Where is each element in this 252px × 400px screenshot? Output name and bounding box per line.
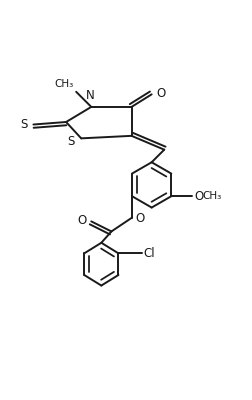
Text: CH₃: CH₃	[201, 191, 220, 201]
Text: CH₃: CH₃	[54, 79, 73, 89]
Text: Cl: Cl	[143, 247, 155, 260]
Text: O: O	[77, 214, 86, 227]
Text: S: S	[20, 118, 28, 131]
Text: O: O	[135, 212, 144, 225]
Text: S: S	[67, 135, 75, 148]
Text: O: O	[155, 86, 165, 100]
Text: N: N	[85, 89, 94, 102]
Text: O: O	[193, 190, 202, 203]
